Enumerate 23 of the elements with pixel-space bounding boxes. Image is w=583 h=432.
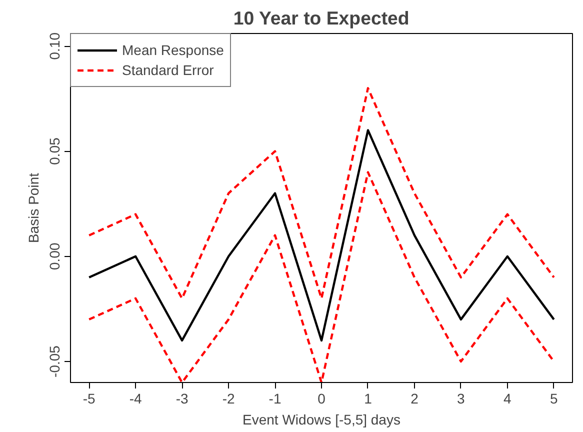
legend-label: Mean Response (122, 42, 224, 58)
x-axis-title: Event Widows [-5,5] days (242, 412, 400, 428)
x-tick-label: 4 (504, 390, 512, 406)
line-series (88, 87, 556, 300)
x-tick-label: 1 (364, 390, 372, 406)
legend-label: Standard Error (122, 62, 214, 78)
x-tick-label: 0 (318, 390, 326, 406)
x-tick-label: 3 (457, 390, 466, 406)
line-series (88, 129, 556, 342)
y-tick-label: 0.00 (46, 242, 62, 270)
x-tick-label: -1 (268, 390, 282, 406)
x-tick-label: 2 (410, 390, 419, 406)
y-axis-title: Basis Point (26, 172, 42, 244)
chart-title: 10 Year to Expected (233, 8, 410, 28)
line-series (88, 171, 556, 382)
y-tick-label: 0.10 (46, 32, 62, 60)
x-tick-label: -5 (82, 390, 96, 406)
x-tick-label: -3 (176, 390, 188, 406)
y-tick-label: -0.05 (46, 345, 62, 378)
x-tick-label: 5 (550, 390, 558, 406)
x-tick-label: -4 (129, 390, 142, 406)
x-tick-label: -2 (222, 390, 235, 406)
y-tick-label: 0.05 (46, 137, 62, 165)
